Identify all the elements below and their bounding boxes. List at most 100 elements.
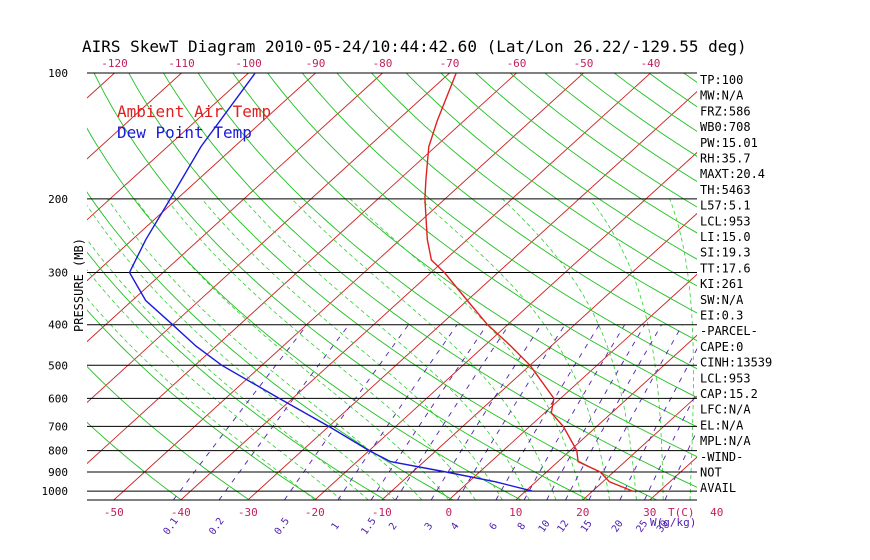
mixing-ratio-line xyxy=(523,324,626,500)
temp-tick-label: 20 xyxy=(576,506,589,519)
index-line: SI:19.3 xyxy=(700,246,751,260)
top-temp-tick-label: -50 xyxy=(574,57,594,70)
pressure-tick-label: 900 xyxy=(48,466,68,479)
dry-adiabat-line xyxy=(87,191,454,500)
index-line: EL:N/A xyxy=(700,418,744,432)
dry-adiabat-line xyxy=(128,73,658,500)
isotherm-line xyxy=(381,212,697,500)
sounding-curves xyxy=(128,73,633,492)
mixing-ratio-line xyxy=(337,324,458,500)
mixing-ratio-line xyxy=(218,324,350,500)
mixing-ratio-unit-label: W(g/kg) xyxy=(650,516,696,529)
isotherm-line xyxy=(87,73,383,343)
isotherm-line xyxy=(448,273,697,500)
top-temp-tick-label: -120 xyxy=(101,57,128,70)
index-line: -WIND- xyxy=(700,450,743,464)
top-temp-tick-label: -60 xyxy=(507,57,527,70)
pressure-tick-label: 100 xyxy=(48,67,68,80)
index-line: LI:15.0 xyxy=(700,230,751,244)
temp-tick-label: -10 xyxy=(372,506,392,519)
isotherm-line xyxy=(851,73,870,500)
dry-adiabat-line xyxy=(87,251,386,500)
pressure-tick-label: 700 xyxy=(48,420,68,433)
dry-adiabat-line xyxy=(197,73,697,458)
mixing-ratio-tick-label: 2 xyxy=(387,521,399,532)
mixing-ratio-line xyxy=(284,324,409,500)
isotherm-line xyxy=(180,73,651,500)
mixing-ratio-line xyxy=(370,324,488,500)
index-line: RH:35.7 xyxy=(700,152,751,166)
mixing-ratio-tick-label: 1.5 xyxy=(359,516,378,537)
top-temp-tick-label: -100 xyxy=(235,57,262,70)
mixing-ratio-line xyxy=(395,324,510,500)
isotherm-line xyxy=(87,73,450,404)
index-line: MPL:N/A xyxy=(700,434,751,448)
chart-title: AIRS SkewT Diagram 2010-05-24/10:44:42.6… xyxy=(82,37,747,56)
dry-adiabat-line xyxy=(753,73,870,500)
mixing-ratio-line xyxy=(430,324,542,500)
mixing-ratio-line xyxy=(172,324,308,500)
index-line: PW:15.01 xyxy=(700,136,758,150)
index-line: TP:100 xyxy=(700,73,743,87)
mixing-ratio-tick-label: 4 xyxy=(449,521,461,532)
index-line: LCL:953 xyxy=(700,214,751,228)
mixing-ratio-tick-label: 1 xyxy=(330,521,342,532)
moist-adiabat-line xyxy=(201,198,503,500)
isotherm-line xyxy=(87,73,115,99)
index-line: MW:N/A xyxy=(700,89,744,103)
index-line: CAPE:0 xyxy=(700,340,743,354)
dry-adiabat-line xyxy=(87,309,318,500)
index-line: L57:5.1 xyxy=(700,199,751,213)
mixing-ratio-line xyxy=(619,347,697,500)
mixing-ratio-tick-label: 20 xyxy=(610,518,626,534)
mixing-ratio-line xyxy=(588,324,683,500)
temp-tick-label: 40 xyxy=(710,506,723,519)
index-line: TH:5463 xyxy=(700,183,751,197)
index-line: KI:261 xyxy=(700,277,743,291)
mixing-ratio-line xyxy=(546,324,646,500)
top-temp-tick-label: -70 xyxy=(440,57,460,70)
temp-tick-label: 10 xyxy=(509,506,522,519)
dry-adiabat-line xyxy=(544,73,697,182)
moist-adiabat-line xyxy=(419,198,610,500)
mixing-ratio-tick-label: 3 xyxy=(423,521,435,532)
dry-adiabat-line xyxy=(336,73,697,342)
index-line: LCL:953 xyxy=(700,371,751,385)
dry-adiabat-line xyxy=(857,73,870,500)
pressure-tick-label: 600 xyxy=(48,392,68,405)
dry-adiabat-line xyxy=(371,73,697,314)
isotherm-line xyxy=(87,73,316,282)
dry-adiabat-line xyxy=(405,73,697,287)
dry-adiabat-line xyxy=(87,365,250,500)
isotherm-line xyxy=(314,151,697,500)
index-line: SW:N/A xyxy=(700,293,744,307)
mixing-ratio-tick-label: 10 xyxy=(537,518,553,534)
mixing-ratio-tick-label: 12 xyxy=(555,518,571,534)
moist-adiabat-line xyxy=(349,198,584,500)
index-line: CINH:13539 xyxy=(700,356,772,370)
moist-adiabat-line xyxy=(87,297,316,500)
moist-adiabat-line xyxy=(242,198,530,500)
moist-adiabat-line xyxy=(502,198,637,500)
index-line: WB0:708 xyxy=(700,120,751,134)
top-temp-tick-label: -40 xyxy=(641,57,661,70)
index-line: AVAIL xyxy=(700,481,736,495)
legend-ambient-air-temp: Ambient Air Temp xyxy=(117,102,271,121)
mixing-ratio-line xyxy=(495,324,600,500)
moist-adiabat-line xyxy=(87,238,369,500)
top-temp-tick-labels: -120 -110 -100 -90 -80 -70 -60 -50 -40 xyxy=(101,57,660,70)
index-line: FRZ:586 xyxy=(700,104,751,118)
temp-tick-label: -50 xyxy=(104,506,124,519)
isotherm-line xyxy=(0,73,48,500)
dry-adiabat-line xyxy=(822,73,870,500)
mixing-ratio-tick-label: 15 xyxy=(579,518,595,534)
mixing-ratio-tick-label: 8 xyxy=(516,521,528,532)
pressure-tick-labels: 100 200 300 400 500 600 700 800 900 1000 xyxy=(42,67,69,498)
mixing-ratio-line xyxy=(457,324,566,500)
temp-tick-label: -20 xyxy=(305,506,325,519)
index-line: LFC:N/A xyxy=(700,403,751,417)
background-grid xyxy=(0,73,870,500)
moist-adiabat-line xyxy=(87,269,342,500)
dry-adiabat-line xyxy=(87,127,522,500)
